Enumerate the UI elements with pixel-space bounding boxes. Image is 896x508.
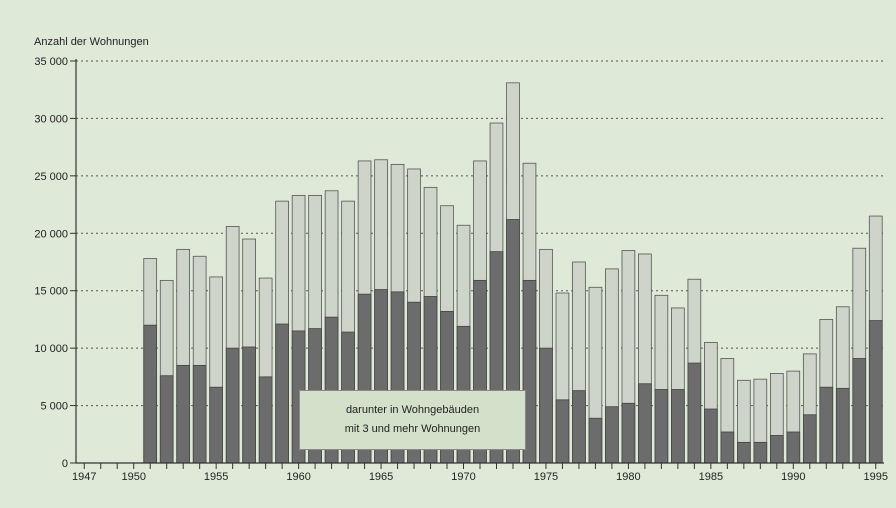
- x-tick-label: 1947: [72, 471, 96, 483]
- bar-subset: [720, 431, 735, 464]
- x-tick-label: 1995: [864, 471, 888, 483]
- y-tick-label: 35 000: [34, 56, 68, 68]
- bar-subset: [258, 376, 273, 464]
- x-tick-label: 1975: [534, 471, 558, 483]
- y-tick-label: 25 000: [34, 171, 68, 183]
- bar-subset: [209, 386, 223, 464]
- bar-subset: [687, 362, 702, 464]
- x-tick-label: 1960: [286, 471, 310, 483]
- y-tick-label: 15 000: [34, 286, 68, 298]
- y-tick-label: 30 000: [34, 113, 68, 125]
- bar-subset: [192, 364, 207, 464]
- bar-subset: [819, 386, 834, 464]
- legend-box: darunter in Wohngebäuden mit 3 und mehr …: [299, 390, 526, 450]
- bar-subset: [852, 358, 867, 464]
- y-tick-labels: 0 5 000 10 000 15 000 20 000 25 000 30 000 35 0…: [34, 56, 68, 470]
- bar-subset: [176, 364, 191, 464]
- bar-subset: [588, 417, 603, 464]
- bar-subset: [835, 387, 850, 464]
- x-tick-labels: 1947 1950 1955 1960 1965 1970 1975 1980 1985 1990…: [72, 471, 888, 483]
- bar-subset: [786, 431, 801, 464]
- bar-subset: [753, 441, 768, 464]
- x-tick-label: 1980: [616, 471, 640, 483]
- bar-subset: [654, 389, 669, 464]
- bar-subset: [159, 375, 174, 464]
- bar-subset: [555, 399, 570, 464]
- bar-subset: [572, 390, 586, 464]
- x-tick-label: 1990: [781, 471, 805, 483]
- legend-line-1: darunter in Wohngebäuden: [345, 404, 480, 416]
- bar-subset: [143, 324, 158, 464]
- axes: [70, 59, 884, 469]
- bar-subset: [605, 406, 619, 464]
- bar-subset: [242, 346, 256, 464]
- bar-subset: [704, 408, 718, 464]
- bar-subset: [802, 414, 817, 464]
- legend-line-2: mit 3 und mehr Wohnungen: [344, 423, 481, 435]
- x-tick-label: 1950: [121, 471, 145, 483]
- bar-subset: [621, 402, 636, 464]
- bar-subset: [638, 383, 652, 464]
- x-tick-label: 1965: [369, 471, 393, 483]
- x-tick-label: 1970: [451, 471, 475, 483]
- bar-subset: [737, 441, 751, 464]
- bar-subset: [539, 347, 553, 464]
- bar-subset: [275, 323, 289, 464]
- x-tick-label: 1985: [699, 471, 723, 483]
- bar-subset: [868, 320, 883, 464]
- bar-subset: [225, 347, 240, 464]
- y-tick-label: 10 000: [34, 343, 68, 355]
- y-tick-label: 0: [62, 458, 68, 470]
- x-tick-label: 1955: [204, 471, 228, 483]
- y-axis-title: Anzahl der Wohnungen: [34, 36, 149, 48]
- bar-subset: [769, 435, 784, 464]
- y-tick-label: 5 000: [40, 401, 68, 413]
- y-tick-label: 20 000: [34, 228, 68, 240]
- bar-subset: [671, 389, 685, 464]
